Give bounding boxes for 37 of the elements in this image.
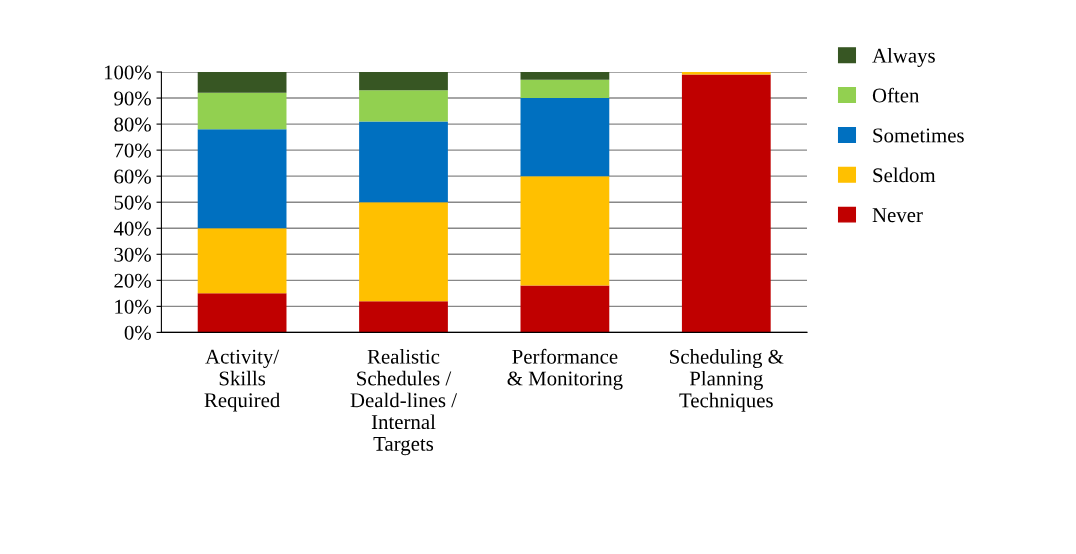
legend-label: Always [872,48,935,67]
x-tick-label: Scheduling & Planning Techniques [670,349,784,412]
y-tick-label: 50% [114,195,151,210]
bar [520,285,610,333]
bar [520,98,610,177]
bar [359,72,448,91]
y-tick-label: 80% [114,117,151,132]
y-tick-label: 0% [124,325,151,340]
y-tick-label: 40% [113,221,151,236]
bar [520,176,610,286]
legend-label: Seldom [873,167,936,183]
y-tick-label: 100% [104,65,151,80]
legend-label: Often [872,87,920,103]
bar [197,228,287,294]
bar [520,72,610,80]
y-tick-label: 10% [115,299,151,314]
y-tick-label: 60% [114,169,151,184]
x-tick-label: Activity/ Skills Required [204,349,281,412]
y-tick-label: 90% [114,91,151,106]
bar [359,301,448,333]
bar [197,72,287,93]
bar [520,79,610,99]
x-tick-label: Performance & Monitoring [507,348,623,390]
y-tick-label: 30% [114,247,151,262]
bar [681,74,771,333]
bar [681,72,771,75]
y-tick-label: 20% [114,273,151,288]
legend-label: Never [872,208,923,223]
bar [359,121,448,203]
bar [197,92,287,130]
y-tick-label: 70% [114,143,151,158]
bar [197,129,287,229]
x-tick-label: Realistic Schedules / Deald-lines / Internal Targets [350,349,458,456]
bar [197,293,287,333]
bar [359,202,448,302]
bar [359,90,448,122]
legend-label: Sometimes [873,128,964,143]
